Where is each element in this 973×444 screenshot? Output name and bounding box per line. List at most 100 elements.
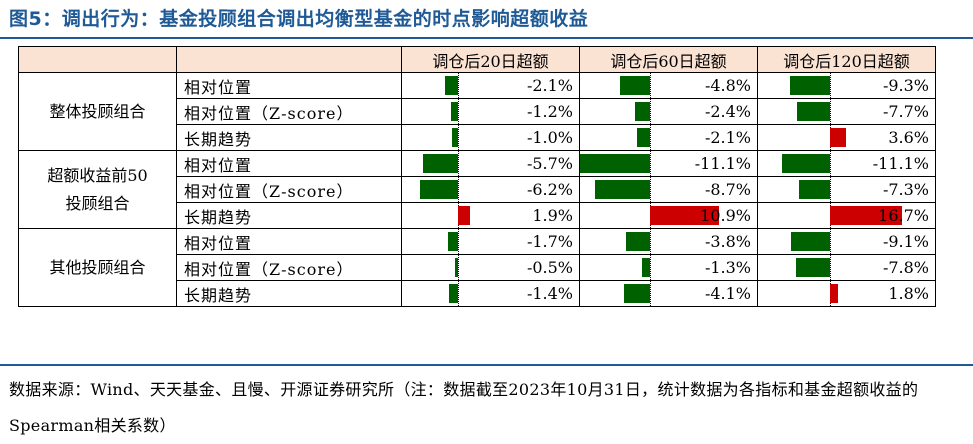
group-label: 整体投顾组合 xyxy=(18,72,177,151)
zero-line xyxy=(830,177,831,202)
value-cell: 3.6% xyxy=(757,124,936,151)
negative-bar xyxy=(445,76,458,95)
zero-line xyxy=(830,99,831,124)
negative-bar xyxy=(595,180,650,199)
header-row: 调仓后20日超额 调仓后60日超额 调仓后120日超额 xyxy=(18,46,936,73)
value-label: -6.2% xyxy=(526,180,573,199)
value-label: -1.7% xyxy=(526,232,573,251)
negative-bar xyxy=(449,284,458,303)
value-cell: -11.1% xyxy=(757,150,936,177)
value-cell: -11.1% xyxy=(579,150,758,177)
negative-bar xyxy=(451,128,458,147)
zero-line xyxy=(650,177,651,202)
value-cell: -9.1% xyxy=(757,228,936,255)
value-label: -7.7% xyxy=(882,102,929,121)
value-cell: -2.1% xyxy=(401,72,580,99)
header-20d: 调仓后20日超额 xyxy=(401,46,580,73)
value-label: 16.7% xyxy=(878,206,929,225)
value-label: -1.4% xyxy=(526,284,573,303)
value-cell: -8.7% xyxy=(579,176,758,203)
value-cell: -1.3% xyxy=(579,254,758,281)
value-label: -1.2% xyxy=(526,102,573,121)
group-label: 其他投顾组合 xyxy=(18,228,177,307)
negative-bar xyxy=(626,232,650,251)
negative-bar xyxy=(423,154,458,173)
value-label: -0.5% xyxy=(526,258,573,277)
header-blank-metric xyxy=(176,46,402,73)
negative-bar xyxy=(420,180,458,199)
value-label: -2.1% xyxy=(704,128,751,147)
value-cell: -7.3% xyxy=(757,176,936,203)
table-row: 超额收益前50 投顾组合 相对位置 -5.7% -11.1% -11.1% xyxy=(18,150,936,229)
zero-line xyxy=(650,255,651,280)
positive-bar xyxy=(830,128,846,147)
value-cell: 1.8% xyxy=(757,280,936,307)
zero-line xyxy=(458,151,459,176)
value-label: -1.3% xyxy=(704,258,751,277)
value-label: -2.1% xyxy=(526,76,573,95)
value-label: 3.6% xyxy=(888,128,929,147)
zero-line xyxy=(650,229,651,254)
value-label: -4.8% xyxy=(704,76,751,95)
zero-line xyxy=(830,229,831,254)
negative-bar xyxy=(580,154,650,173)
value-cell: -7.8% xyxy=(757,254,936,281)
header-blank-group xyxy=(18,46,177,73)
zero-line xyxy=(458,177,459,202)
value-cell: -1.2% xyxy=(401,98,580,125)
metric-label: 长期趋势 xyxy=(176,124,402,151)
table-row: 长期趋势 -1.4% -4.1% 1.8% xyxy=(19,280,936,307)
group-label: 超额收益前50 投顾组合 xyxy=(18,150,177,229)
metric-label: 相对位置（Z-score） xyxy=(176,254,402,281)
value-label: -11.1% xyxy=(694,154,751,173)
table-body: 整体投顾组合 相对位置 -2.1% -4.8% -9.3% 相对位置（Z-score） -1… xyxy=(18,72,936,307)
value-label: -7.8% xyxy=(882,258,929,277)
negative-bar xyxy=(790,232,830,251)
metric-label: 相对位置 xyxy=(176,72,402,99)
value-label: -7.3% xyxy=(882,180,929,199)
zero-line xyxy=(650,125,651,150)
positive-bar xyxy=(458,206,470,225)
value-cell: -2.4% xyxy=(579,98,758,125)
header-60d: 调仓后60日超额 xyxy=(579,46,758,73)
zero-line xyxy=(458,99,459,124)
zero-line xyxy=(458,73,459,98)
value-cell: -1.4% xyxy=(401,280,580,307)
value-cell: -3.8% xyxy=(579,228,758,255)
correlation-table: 调仓后20日超额 调仓后60日超额 调仓后120日超额 整体投顾组合 相对位置 -2… xyxy=(18,46,936,307)
table-row: 整体投顾组合 相对位置 -2.1% -4.8% -9.3% xyxy=(18,72,936,151)
table-row: 相对位置（Z-score） -6.2% -8.7% -7.3% xyxy=(19,176,936,203)
metric-label: 相对位置（Z-score） xyxy=(176,176,402,203)
source-rule xyxy=(0,364,973,366)
negative-bar xyxy=(782,154,830,173)
group-label-line: 投顾组合 xyxy=(65,193,130,213)
metric-label: 相对位置 xyxy=(176,150,402,177)
value-label: -8.7% xyxy=(704,180,751,199)
negative-bar xyxy=(641,258,650,277)
value-cell: -5.7% xyxy=(401,150,580,177)
value-label: 10.9% xyxy=(700,206,751,225)
zero-line xyxy=(650,281,651,306)
value-cell: -1.0% xyxy=(401,124,580,151)
figure-title: 图5：调出行为：基金投顾组合调出均衡型基金的时点影响超额收益 xyxy=(9,8,589,30)
zero-line xyxy=(830,73,831,98)
negative-bar xyxy=(624,284,650,303)
zero-line xyxy=(458,255,459,280)
positive-bar xyxy=(650,206,719,225)
value-cell: 16.7% xyxy=(757,202,936,229)
value-label: 1.9% xyxy=(532,206,573,225)
zero-line xyxy=(458,229,459,254)
zero-line xyxy=(650,151,651,176)
negative-bar xyxy=(447,232,458,251)
value-label: -2.4% xyxy=(704,102,751,121)
table-row: 长期趋势 -1.0% -2.1% 3.6% xyxy=(19,124,936,151)
value-label: 1.8% xyxy=(888,284,929,303)
group-label-line: 其他投顾组合 xyxy=(49,257,146,277)
table-row: 长期趋势 1.9% 10.9% 16.7% xyxy=(19,202,936,229)
value-cell: -4.8% xyxy=(579,72,758,99)
negative-bar xyxy=(450,102,458,121)
metric-label: 相对位置（Z-score） xyxy=(176,98,402,125)
value-label: -5.7% xyxy=(526,154,573,173)
negative-bar xyxy=(798,180,830,199)
value-cell: -0.5% xyxy=(401,254,580,281)
